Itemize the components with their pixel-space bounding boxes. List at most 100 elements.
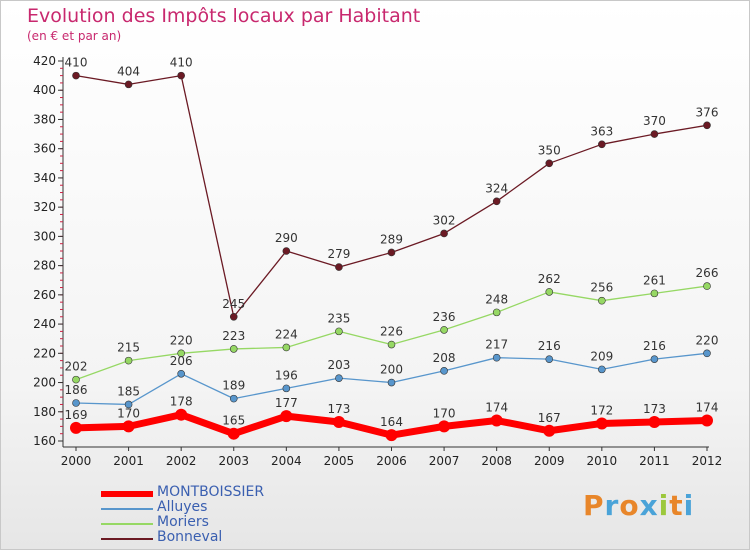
x-tick-label: 2001 bbox=[113, 454, 144, 468]
y-tick-label: 420 bbox=[33, 54, 56, 68]
data-point bbox=[648, 416, 661, 428]
data-label: 173 bbox=[327, 402, 350, 416]
data-label: 245 bbox=[222, 297, 245, 311]
data-label: 370 bbox=[643, 114, 666, 128]
data-point bbox=[72, 375, 80, 384]
data-point bbox=[122, 420, 135, 433]
data-point bbox=[229, 394, 238, 403]
legend-label: Bonneval bbox=[157, 529, 223, 545]
data-point bbox=[595, 417, 608, 430]
data-label: 216 bbox=[538, 339, 561, 353]
data-point bbox=[440, 367, 448, 375]
data-point bbox=[598, 140, 606, 149]
data-label: 261 bbox=[643, 273, 666, 287]
data-point bbox=[598, 365, 606, 374]
data-point bbox=[229, 345, 238, 353]
y-tick-label: 160 bbox=[33, 434, 56, 448]
data-label: 169 bbox=[65, 408, 88, 422]
data-label: 279 bbox=[327, 247, 350, 261]
data-point bbox=[703, 349, 711, 358]
y-tick-label: 260 bbox=[33, 288, 56, 302]
data-label: 290 bbox=[275, 231, 298, 245]
data-point bbox=[545, 355, 554, 363]
data-label: 376 bbox=[696, 105, 719, 119]
data-point bbox=[227, 427, 240, 440]
legend-swatch bbox=[101, 508, 153, 510]
data-label: 404 bbox=[117, 64, 140, 78]
data-point bbox=[175, 408, 188, 421]
data-point bbox=[492, 308, 501, 317]
data-label: 256 bbox=[590, 281, 613, 295]
data-label: 289 bbox=[380, 232, 403, 246]
data-point bbox=[543, 424, 556, 437]
data-label: 223 bbox=[222, 329, 245, 343]
data-label: 165 bbox=[222, 414, 245, 428]
data-label: 324 bbox=[485, 181, 508, 195]
data-label: 203 bbox=[327, 358, 350, 372]
legend-label: MONTBOISSIER bbox=[157, 484, 265, 500]
data-point bbox=[703, 282, 711, 290]
x-tick-label: 2004 bbox=[271, 454, 302, 468]
data-label: 174 bbox=[696, 401, 719, 415]
data-point bbox=[282, 384, 291, 393]
data-label: 215 bbox=[117, 341, 140, 355]
data-point bbox=[387, 378, 396, 387]
data-label: 410 bbox=[170, 56, 193, 70]
data-point bbox=[650, 130, 659, 138]
data-label: 302 bbox=[433, 213, 456, 227]
chart-title: Evolution des Impôts locaux par Habitant bbox=[27, 5, 421, 27]
y-tick-label: 180 bbox=[33, 405, 56, 419]
data-point bbox=[72, 399, 80, 407]
y-tick-label: 240 bbox=[33, 317, 56, 331]
data-label: 220 bbox=[170, 333, 193, 347]
y-tick-label: 360 bbox=[33, 142, 56, 156]
data-label: 206 bbox=[170, 354, 193, 368]
data-point bbox=[229, 312, 238, 321]
y-tick-label: 220 bbox=[33, 346, 56, 360]
data-label: 226 bbox=[380, 325, 403, 339]
data-label: 185 bbox=[117, 384, 140, 398]
legend-swatch bbox=[101, 491, 153, 497]
data-label: 170 bbox=[433, 406, 456, 420]
data-point bbox=[335, 374, 343, 382]
y-tick-label: 400 bbox=[33, 83, 56, 97]
data-label: 173 bbox=[643, 402, 666, 416]
x-tick-label: 2002 bbox=[166, 454, 197, 468]
legend-swatch bbox=[101, 523, 153, 525]
data-point bbox=[440, 229, 448, 238]
x-tick-label: 2005 bbox=[324, 454, 355, 468]
data-label: 174 bbox=[485, 401, 508, 415]
x-tick-label: 2008 bbox=[481, 454, 512, 468]
data-point bbox=[332, 416, 345, 428]
data-label: 209 bbox=[590, 349, 613, 363]
data-label: 224 bbox=[275, 327, 298, 341]
data-label: 167 bbox=[538, 411, 561, 425]
y-tick-label: 280 bbox=[33, 259, 56, 273]
data-label: 208 bbox=[433, 351, 456, 365]
data-label: 262 bbox=[538, 272, 561, 286]
data-point bbox=[438, 420, 451, 433]
data-point bbox=[335, 263, 343, 271]
data-point bbox=[701, 414, 713, 427]
data-point bbox=[490, 414, 503, 427]
x-tick-label: 2010 bbox=[587, 454, 618, 468]
data-point bbox=[387, 248, 396, 257]
proxiti-logo: Proxiti bbox=[583, 489, 695, 522]
data-point bbox=[124, 400, 133, 409]
data-label: 236 bbox=[433, 310, 456, 324]
data-label: 177 bbox=[275, 396, 298, 410]
legend-label: Moriers bbox=[157, 514, 209, 530]
data-point bbox=[703, 121, 711, 130]
data-point bbox=[72, 71, 80, 80]
data-point bbox=[124, 356, 133, 365]
data-point bbox=[545, 159, 554, 168]
data-point bbox=[387, 340, 396, 349]
data-label: 189 bbox=[222, 379, 245, 393]
data-label: 170 bbox=[117, 406, 140, 420]
data-label: 266 bbox=[696, 266, 719, 280]
x-tick-label: 2011 bbox=[639, 454, 670, 468]
data-label: 410 bbox=[65, 56, 88, 70]
data-label: 350 bbox=[538, 143, 561, 157]
